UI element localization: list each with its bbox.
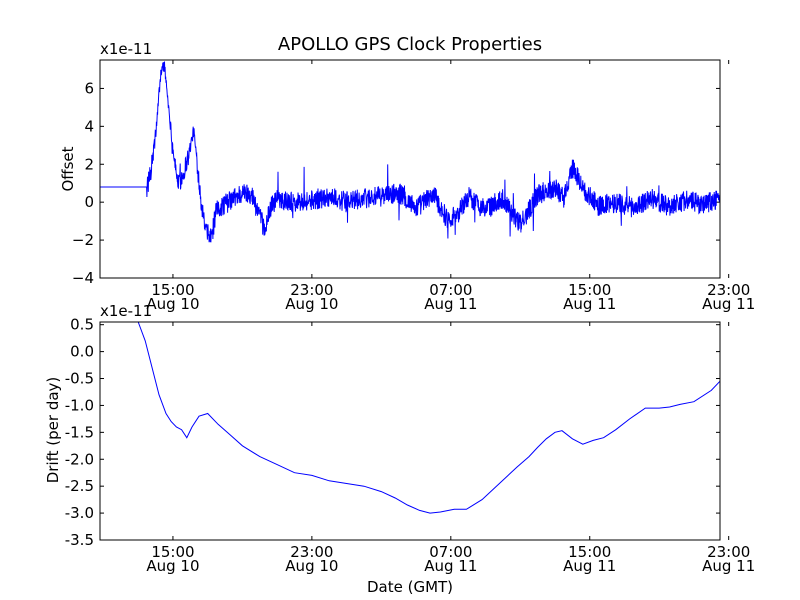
y-tick-label: 0.0 [70,343,94,361]
drift-panel: Drift (per day) x1e-11 0.5 0.0 -0.5 -1.0 -1.… [44,302,755,575]
offset-axes-frame [99,59,721,279]
x-tick-time-label: 23:00 [290,281,333,299]
offset-y-label: Offset [59,146,77,191]
x-tick-date-label: Aug 10 [285,295,338,313]
offset-series-line [100,61,721,243]
drift-y-label: Drift (per day) [44,377,62,484]
x-tick-date-label: Aug 10 [285,557,338,575]
y-tick-label: -2.0 [65,450,94,468]
y-tick-label: -2.5 [65,477,94,495]
y-tick-label: 0.5 [70,316,94,334]
y-tick-label: 4 [84,117,94,135]
y-tick-label: -3.0 [65,504,94,522]
x-tick-time-label: 23:00 [290,543,333,561]
x-tick-time-label: 23:00 [707,543,750,561]
drift-ticks: 0.50.0-0.5-1.0-1.5-2.0-2.5-3.0-3.515:00A… [65,316,756,575]
figure-title: APOLLO GPS Clock Properties [278,34,542,55]
y-tick-label: 2 [84,155,94,173]
x-axis-label: Date (GMT) [367,578,453,596]
y-tick-label: 6 [84,79,94,97]
x-tick-date-label: Aug 10 [146,557,199,575]
x-tick-time-label: 23:00 [707,281,750,299]
x-tick-date-label: Aug 11 [563,295,616,313]
offset-scale-label: x1e-11 [100,40,152,58]
y-tick-label: −4 [72,269,94,287]
x-tick-date-label: Aug 11 [702,295,755,313]
drift-scale-label: x1e-11 [100,302,152,320]
y-tick-label: -1.5 [65,423,94,441]
drift-axes-frame [99,321,721,541]
x-tick-date-label: Aug 11 [702,557,755,575]
x-tick-date-label: Aug 11 [424,295,477,313]
x-tick-date-label: Aug 11 [424,557,477,575]
y-tick-label: -3.5 [65,531,94,549]
y-tick-label: -0.5 [65,370,94,388]
x-tick-time-label: 07:00 [429,543,472,561]
drift-series-line [137,321,721,514]
x-tick-date-label: Aug 10 [146,295,199,313]
x-tick-time-label: 15:00 [151,543,194,561]
y-tick-label: −2 [72,231,94,249]
x-tick-time-label: 15:00 [568,543,611,561]
y-tick-label: 0 [84,193,94,211]
x-tick-time-label: 15:00 [151,281,194,299]
x-tick-date-label: Aug 11 [563,557,616,575]
x-tick-time-label: 15:00 [568,281,611,299]
x-tick-time-label: 07:00 [429,281,472,299]
y-tick-label: -1.0 [65,396,94,414]
